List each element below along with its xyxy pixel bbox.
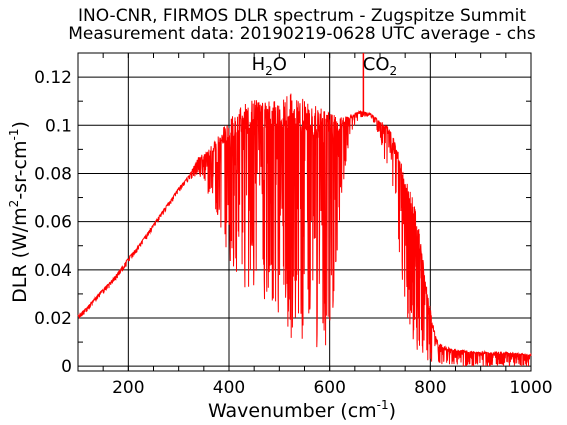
y-tick-label: 0.06	[34, 213, 72, 233]
x-axis-label-close: )	[389, 400, 396, 422]
y-tick-label: 0.12	[34, 68, 72, 88]
annotation-subscript: 2	[265, 64, 273, 78]
y-tick-label: 0	[61, 357, 72, 377]
y-tick-label: 0.02	[34, 309, 72, 329]
x-axis-label: Wavenumber (cm-1)	[208, 398, 396, 422]
annotation-tail: O	[273, 54, 287, 75]
x-tick-label: 800	[414, 378, 446, 398]
data-layer	[77, 53, 532, 367]
h2o-annotation: H2O	[252, 54, 287, 78]
y-axis-label-mid: -sr-cm	[9, 141, 31, 200]
y-axis-label-sup1: 2	[7, 200, 21, 208]
tick-layer: 200 400 600 800 1000 0 0.02 0.04 0.06 0.08 0.1 0.12	[34, 53, 553, 398]
annotation-subscript: 2	[390, 64, 398, 78]
co2-annotation: CO2	[363, 54, 397, 78]
x-tick-label: 400	[213, 378, 245, 398]
dlr-spectrum-line	[77, 93, 532, 367]
x-tick-label: 1000	[509, 378, 552, 398]
y-axis-label-sup2: -1	[7, 129, 21, 141]
y-tick-label: 0.04	[34, 261, 72, 281]
x-axis-label-base: Wavenumber (cm	[208, 400, 377, 422]
y-axis-label-base: DLR (W/m	[9, 207, 31, 303]
x-tick-label: 600	[313, 378, 345, 398]
annotation-main: H	[252, 54, 266, 75]
y-axis-label-close: )	[9, 121, 31, 128]
y-tick-label: 0.1	[45, 116, 72, 136]
annotation-layer: H2O CO2	[252, 54, 398, 78]
x-axis-label-sup: -1	[377, 398, 389, 412]
chart-title-line-2: Measurement data: 20190219-0628 UTC aver…	[68, 24, 536, 44]
x-tick-label: 200	[112, 378, 144, 398]
annotation-main: CO	[363, 54, 390, 75]
chart-title-line-1: INO-CNR, FIRMOS DLR spectrum - Zugspitze…	[78, 6, 526, 26]
y-axis-label: DLR (W/m2-sr-cm-1)	[7, 121, 31, 303]
y-tick-label: 0.08	[34, 164, 72, 184]
